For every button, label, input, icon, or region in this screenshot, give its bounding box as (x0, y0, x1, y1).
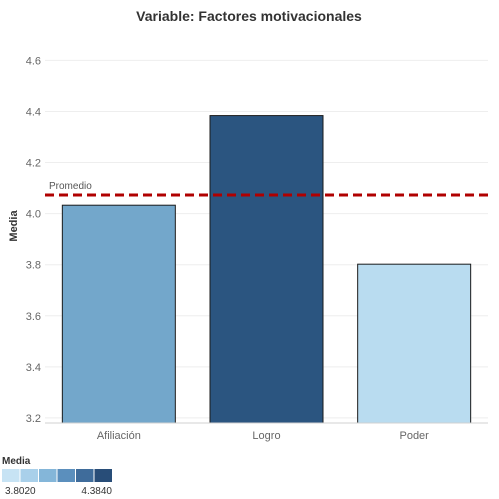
legend-max-label: 4.3840 (81, 486, 112, 497)
y-tick-label: 4.4 (26, 106, 41, 118)
legend-title: Media (2, 456, 31, 467)
chart-title: Variable: Factores motivacionales (136, 8, 362, 24)
legend-swatch (94, 469, 112, 482)
bar-logro (209, 115, 324, 424)
y-tick-label: 3.2 (26, 413, 41, 425)
y-tick-label: 3.8 (26, 260, 41, 272)
legend-swatch (2, 469, 20, 482)
color-legend: Media 3.8020 4.3840 (2, 456, 112, 497)
y-axis-ticks: 3.2 3.4 3.6 3.8 4.0 4.2 4.4 4.6 (26, 55, 41, 424)
reference-line: Promedio (45, 181, 488, 197)
bar-poder (357, 263, 472, 424)
y-tick-label: 3.4 (26, 362, 41, 374)
x-tick-label: Afiliación (97, 430, 141, 442)
legend-swatches (2, 469, 112, 482)
y-tick-label: 4.6 (26, 55, 41, 67)
reference-line-label: Promedio (49, 181, 92, 192)
y-tick-label: 3.6 (26, 311, 41, 323)
y-axis-label: Media (8, 210, 20, 242)
x-tick-label: Poder (399, 430, 429, 442)
legend-swatch (39, 469, 57, 482)
legend-swatch (20, 469, 38, 482)
legend-swatch (76, 469, 94, 482)
bars (61, 115, 472, 424)
legend-min-label: 3.8020 (5, 486, 36, 497)
bar-afiliación (61, 204, 176, 424)
x-axis-ticks: Afiliación Logro Poder (97, 430, 429, 442)
x-tick-label: Logro (252, 430, 280, 442)
legend-swatch (57, 469, 75, 482)
y-tick-label: 4.0 (26, 209, 41, 221)
y-tick-label: 4.2 (26, 158, 41, 170)
